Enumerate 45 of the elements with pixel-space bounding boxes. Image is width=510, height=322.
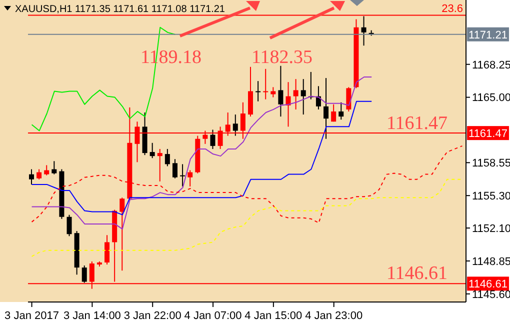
candlestick [44, 164, 50, 176]
candlestick [164, 148, 170, 167]
candlestick [232, 114, 238, 136]
x-tick-label: 3 Jan 2017 [4, 310, 59, 322]
candlestick [188, 170, 193, 187]
x-tick-label: 4 Jan 15:00 [244, 310, 302, 322]
annotation: 1146.61 [386, 263, 448, 284]
candlestick [172, 158, 178, 179]
candlestick [293, 78, 298, 110]
candlestick [52, 160, 57, 175]
candlestick [300, 78, 306, 116]
line-series [31, 100, 372, 216]
candlestick [157, 148, 162, 182]
candlestick [36, 168, 42, 180]
annotation: 1161.47 [386, 113, 448, 134]
candlestick [29, 168, 34, 185]
candlestick [248, 66, 253, 118]
candlestick [270, 86, 276, 98]
x-tick-label: 3 Jan 14:00 [63, 310, 121, 322]
candlestick [256, 80, 261, 102]
candlestick [324, 78, 329, 140]
ref-line-label: 1171.21 [468, 29, 508, 42]
line-series [31, 76, 372, 230]
x-tick-label: 4 Jan 23:00 [305, 310, 363, 322]
candlestick [66, 214, 72, 237]
candlestick [104, 234, 110, 266]
x-tick-label: 4 Jan 07:00 [184, 310, 242, 322]
annotation: 1182.35 [251, 47, 313, 68]
candlestick [82, 265, 87, 284]
x-tick-label: 3 Jan 22:00 [124, 310, 182, 322]
ref-line-label: 1146.61 [468, 278, 508, 291]
candlestick [331, 104, 336, 122]
ref-line-label: 1161.47 [468, 128, 508, 140]
annotation: 23.6 [442, 3, 463, 15]
candlestick [120, 197, 125, 272]
candlestick [180, 164, 186, 187]
chart-title: XAUUSD,H1 1171.35 1171.61 1171.08 1171.21 [15, 4, 226, 15]
line-series [31, 145, 463, 224]
candlestick [210, 129, 216, 150]
candlestick [278, 65, 284, 118]
candlestick [150, 142, 155, 159]
candlestick [361, 16, 366, 46]
candlestick [346, 86, 352, 112]
candlestick [263, 68, 268, 100]
candlestick [338, 102, 344, 120]
